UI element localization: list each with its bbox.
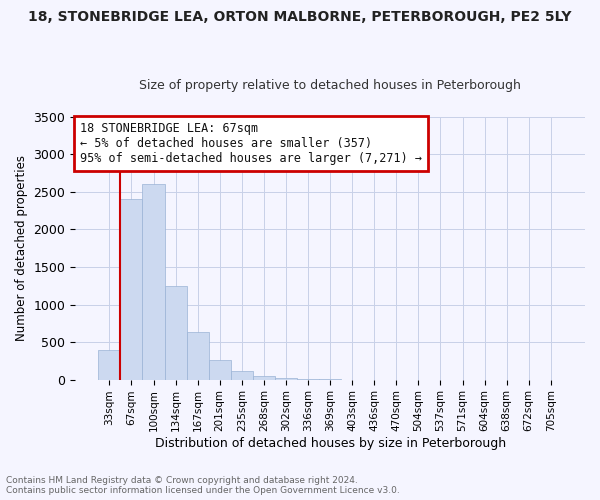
Y-axis label: Number of detached properties: Number of detached properties (15, 155, 28, 341)
Text: Contains HM Land Registry data © Crown copyright and database right 2024.
Contai: Contains HM Land Registry data © Crown c… (6, 476, 400, 495)
Bar (121, 200, 142, 380)
Bar (98, 350, 121, 380)
Bar (142, 184, 164, 380)
Bar (253, 376, 275, 380)
X-axis label: Distribution of detached houses by size in Peterborough: Distribution of detached houses by size … (155, 437, 506, 450)
Text: 18, STONEBRIDGE LEA, ORTON MALBORNE, PETERBOROUGH, PE2 5LY: 18, STONEBRIDGE LEA, ORTON MALBORNE, PET… (28, 10, 572, 24)
Title: Size of property relative to detached houses in Peterborough: Size of property relative to detached ho… (139, 79, 521, 92)
Bar (187, 332, 209, 380)
Bar (275, 378, 297, 380)
Bar (231, 372, 253, 380)
Bar (164, 286, 187, 380)
Bar (209, 360, 231, 380)
Text: 18 STONEBRIDGE LEA: 67sqm
← 5% of detached houses are smaller (357)
95% of semi-: 18 STONEBRIDGE LEA: 67sqm ← 5% of detach… (80, 122, 422, 165)
